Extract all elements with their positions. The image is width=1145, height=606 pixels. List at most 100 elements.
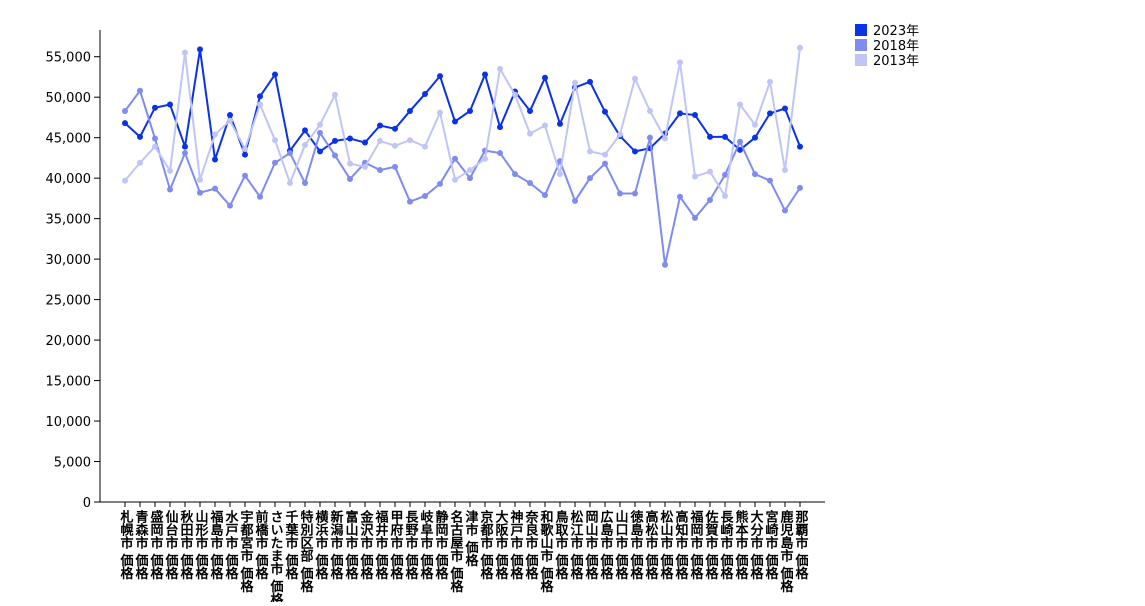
- data-point: [527, 107, 533, 114]
- data-point: [407, 198, 413, 205]
- y-tick-label: 50,000: [46, 91, 92, 106]
- data-point: [797, 184, 803, 191]
- data-point: [707, 133, 713, 140]
- data-point: [287, 180, 293, 187]
- data-point: [692, 173, 698, 180]
- data-point: [782, 167, 788, 174]
- data-point: [542, 74, 548, 81]
- x-tick-label: 福井市 価格: [373, 509, 390, 581]
- y-tick-label: 45,000: [46, 132, 92, 147]
- data-point: [497, 124, 503, 131]
- y-tick-label: 55,000: [46, 51, 92, 66]
- x-tick-label: 前橋市 価格: [253, 509, 270, 581]
- x-tick-label: 山口市 価格: [613, 509, 630, 581]
- data-point: [197, 189, 203, 196]
- x-tick-label: さいたま市 価格: [268, 510, 285, 602]
- y-tick-label: 30,000: [46, 253, 92, 268]
- data-point: [152, 104, 158, 111]
- data-point: [602, 108, 608, 115]
- data-point: [632, 75, 638, 82]
- data-point: [392, 125, 398, 132]
- x-tick-label: 松山市 価格: [658, 509, 675, 581]
- x-tick-label: 金沢市 価格: [358, 509, 375, 581]
- data-point: [557, 120, 563, 127]
- data-point: [182, 150, 188, 157]
- data-point: [242, 151, 248, 158]
- series-line: [124, 47, 801, 199]
- data-point: [377, 167, 383, 174]
- data-point: [182, 49, 188, 56]
- data-point: [167, 186, 173, 193]
- x-tick-label: 長崎市 価格: [718, 510, 735, 581]
- data-point: [332, 152, 338, 159]
- data-point: [737, 101, 743, 108]
- legend-label: 2013年: [873, 54, 919, 69]
- y-tick-label: 15,000: [46, 375, 92, 390]
- legend-swatch: [855, 39, 867, 51]
- x-tick-label: 佐賀市 価格: [703, 509, 720, 581]
- data-point: [197, 176, 203, 183]
- data-point: [422, 90, 428, 97]
- data-point: [452, 155, 458, 162]
- x-tick-label: 宮崎市 価格: [763, 509, 780, 581]
- x-tick-label: 甲府市 価格: [388, 510, 405, 581]
- data-point: [767, 110, 773, 117]
- data-point: [767, 78, 773, 85]
- x-tick-label: 青森市 価格: [133, 509, 150, 581]
- data-point: [422, 143, 428, 150]
- data-point: [167, 101, 173, 108]
- data-point: [467, 167, 473, 174]
- data-point: [302, 180, 308, 187]
- data-point: [347, 135, 353, 142]
- x-tick-label: 大分市 価格: [748, 509, 765, 581]
- data-point: [797, 44, 803, 51]
- data-point: [617, 131, 623, 138]
- x-tick-label: 水戸市 価格: [223, 509, 240, 581]
- data-point: [197, 46, 203, 53]
- data-point: [377, 122, 383, 129]
- data-point: [632, 190, 638, 197]
- data-point: [332, 137, 338, 144]
- data-point: [602, 160, 608, 167]
- x-tick-label: 名古屋市 価格: [448, 509, 465, 594]
- data-point: [707, 168, 713, 175]
- x-tick-label: 津市 価格: [463, 509, 480, 568]
- data-point: [752, 134, 758, 141]
- x-tick-label: 千葉市 価格: [283, 509, 300, 581]
- y-tick-label: 10,000: [46, 415, 92, 430]
- data-point: [407, 137, 413, 144]
- data-point: [587, 175, 593, 182]
- x-tick-label: 神戸市 価格: [508, 509, 525, 581]
- data-point: [572, 79, 578, 86]
- data-point: [527, 180, 533, 187]
- legend-swatch: [855, 24, 867, 36]
- data-point: [257, 193, 263, 200]
- data-point: [422, 192, 428, 199]
- data-point: [122, 120, 128, 127]
- data-point: [752, 171, 758, 178]
- data-point: [122, 107, 128, 114]
- data-point: [512, 171, 518, 178]
- legend-swatch: [855, 54, 867, 66]
- data-point: [482, 155, 488, 162]
- y-tick-label: 0: [83, 496, 91, 511]
- data-point: [362, 163, 368, 170]
- data-point: [377, 137, 383, 144]
- data-point: [137, 87, 143, 94]
- data-point: [137, 159, 143, 166]
- x-tick-label: 鹿児島市 価格: [778, 509, 795, 594]
- x-tick-label: 大阪市 価格: [493, 509, 510, 581]
- data-point: [242, 172, 248, 179]
- data-point: [662, 135, 668, 142]
- data-point: [512, 91, 518, 98]
- data-point: [467, 175, 473, 182]
- data-point: [347, 175, 353, 182]
- data-point: [617, 190, 623, 197]
- data-point: [557, 171, 563, 178]
- data-point: [632, 148, 638, 155]
- data-point: [707, 197, 713, 204]
- data-point: [767, 177, 773, 184]
- data-point: [542, 192, 548, 199]
- data-point: [392, 163, 398, 170]
